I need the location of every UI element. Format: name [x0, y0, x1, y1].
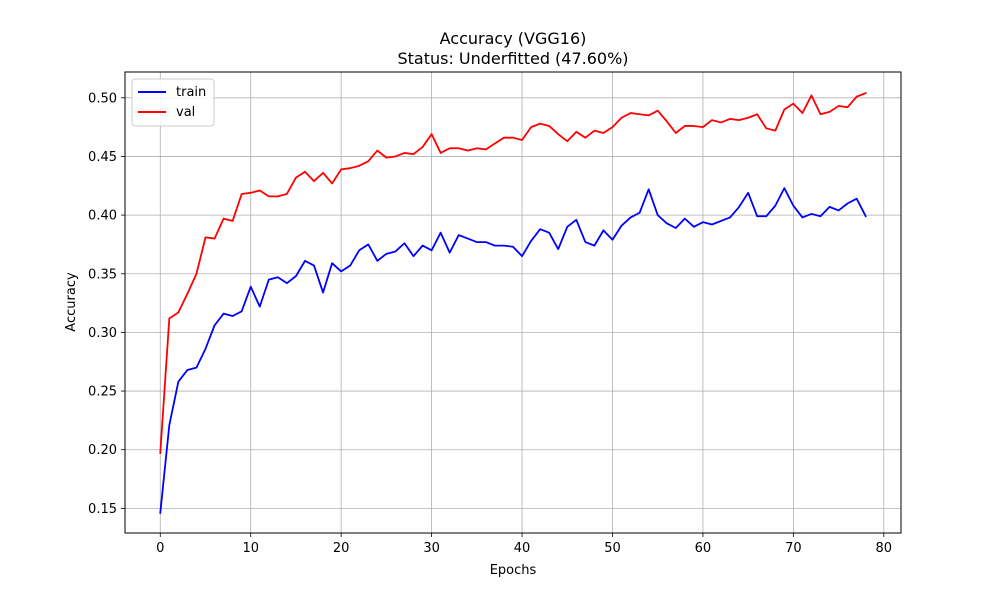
x-tick-label: 30 — [423, 541, 440, 556]
x-tick-label: 40 — [514, 541, 531, 556]
series-lines — [159, 92, 867, 514]
x-tick-label: 80 — [876, 541, 893, 556]
x-tick-label: 10 — [242, 541, 259, 556]
x-tick-label: 70 — [785, 541, 802, 556]
y-tick-label: 0.20 — [88, 443, 117, 458]
y-tick-label: 0.50 — [88, 91, 117, 106]
grid-lines — [125, 72, 901, 533]
y-tick-label: 0.45 — [88, 150, 117, 165]
legend: train val — [131, 78, 215, 127]
legend-label-val: val — [176, 105, 195, 120]
chart-title: Accuracy (VGG16) — [440, 29, 587, 48]
plot-frame — [124, 71, 902, 534]
y-axis-label: Accuracy — [64, 272, 79, 332]
y-tick-label: 0.15 — [88, 502, 117, 517]
axis-ticks: 0 10 20 30 40 50 60 70 80 0.15 0.20 0.25 0.30 0.35 0.4… — [88, 91, 892, 556]
chart-subtitle: Status: Underfitted (47.60%) — [397, 49, 628, 68]
x-tick-label: 50 — [604, 541, 621, 556]
legend-label-train: train — [176, 85, 206, 100]
x-axis-label: Epochs — [490, 563, 537, 578]
series-line-val — [159, 92, 867, 455]
x-tick-label: 60 — [695, 541, 712, 556]
y-tick-label: 0.40 — [88, 209, 117, 224]
x-tick-label: 20 — [333, 541, 350, 556]
series-line-train — [159, 187, 867, 514]
legend-box — [131, 78, 215, 127]
x-tick-label: 0 — [156, 541, 164, 556]
y-tick-label: 0.30 — [88, 326, 117, 341]
y-tick-label: 0.35 — [88, 267, 117, 282]
y-tick-label: 0.25 — [88, 385, 117, 400]
